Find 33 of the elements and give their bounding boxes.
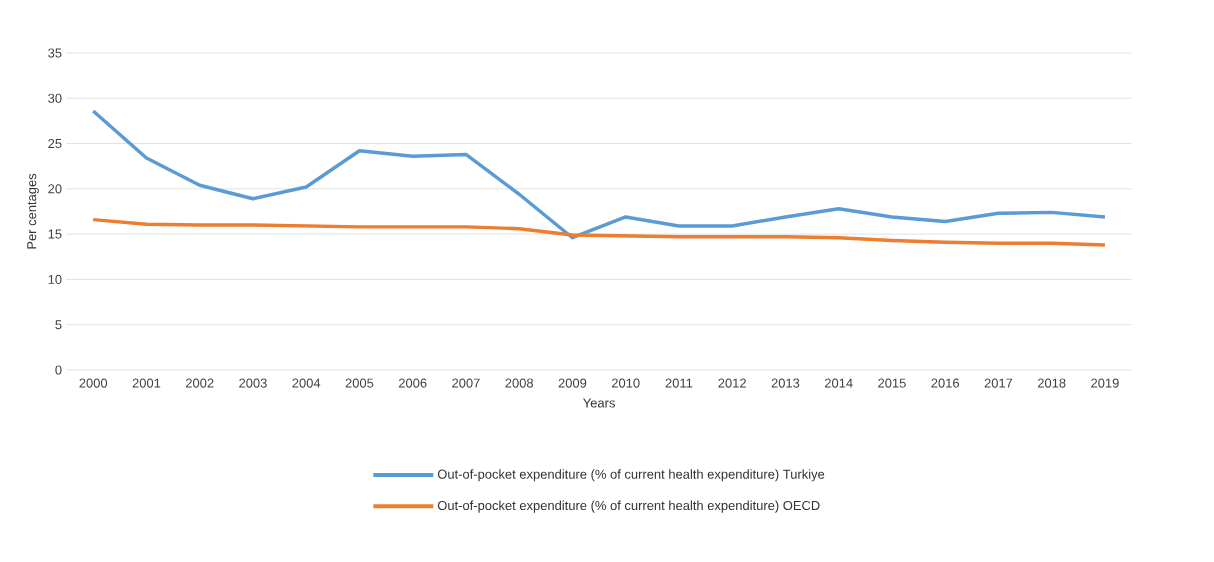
- x-axis-title: Years: [583, 398, 615, 408]
- y-axis-title: Per centages: [27, 173, 39, 249]
- x-tick-label: 2017: [984, 378, 1013, 388]
- legend-label: Out-of-pocket expenditure (% of current health expenditure) Turkiye: [437, 469, 825, 482]
- x-tick-label: 2007: [452, 378, 480, 388]
- x-tick-label: 2018: [1037, 378, 1066, 388]
- y-tick-label: 35: [48, 48, 62, 58]
- x-tick-label: 2019: [1091, 378, 1119, 388]
- y-tick-label: 15: [48, 229, 62, 239]
- x-tick-label: 2016: [931, 378, 960, 388]
- legend-label: Out-of-pocket expenditure (% of current health expenditure) OECD: [437, 500, 820, 513]
- x-tick-label: 2003: [239, 378, 267, 388]
- y-tick-label: 10: [48, 274, 62, 284]
- x-tick-label: 2012: [718, 378, 746, 388]
- x-tick-label: 2004: [292, 378, 321, 388]
- y-tick-label: 0: [55, 365, 62, 375]
- y-tick-label: 20: [48, 184, 62, 194]
- x-tick-label: 2008: [505, 378, 534, 388]
- x-tick-label: 2010: [611, 378, 640, 388]
- y-tick-label: 25: [48, 138, 62, 149]
- x-tick-label: 2013: [771, 378, 800, 388]
- x-tick-label: 2015: [878, 378, 906, 388]
- x-tick-label: 2002: [185, 378, 214, 388]
- x-tick-label: 2009: [558, 378, 587, 388]
- line-series: [91, 109, 1107, 240]
- x-tick-label: 2005: [345, 378, 374, 388]
- x-tick-label: 2001: [132, 378, 161, 388]
- x-tick-label: 2006: [398, 378, 427, 388]
- y-tick-label: 5: [55, 320, 62, 330]
- x-tick-label: 2000: [79, 378, 108, 388]
- x-tick-label: 2011: [665, 378, 693, 388]
- x-tick-label: 2014: [824, 378, 853, 388]
- y-tick-label: 30: [48, 93, 62, 103]
